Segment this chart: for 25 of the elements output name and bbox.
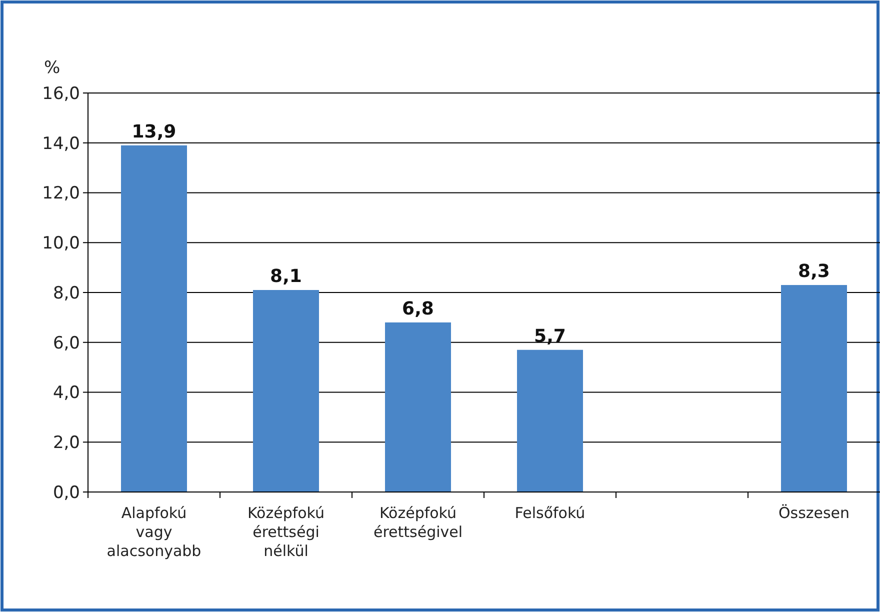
data-label: 5,7 [534, 326, 566, 347]
bar [385, 322, 451, 492]
y-tick-label: 2,0 [52, 433, 80, 454]
y-tick-label: 12,0 [42, 184, 80, 204]
x-tick-label: Összesen [778, 504, 850, 522]
y-tick-label: 4,0 [52, 383, 80, 404]
y-tick-label: 6,0 [52, 333, 80, 354]
bar [121, 145, 187, 492]
y-tick-label: 10,0 [42, 234, 80, 254]
x-tick-label: Középfokú érettségivel [373, 504, 463, 541]
x-tick-label: Alapfokú vagy alacsonyabb [106, 504, 202, 560]
y-tick-label: 8,0 [52, 283, 80, 304]
bar [781, 285, 847, 492]
y-tick-label: 16,0 [42, 84, 80, 104]
data-label: 8,1 [270, 266, 302, 288]
y-tick-label: 14,0 [42, 134, 80, 154]
y-axis-title: % [44, 58, 60, 78]
y-tick-label: 0,0 [52, 482, 80, 503]
x-tick-label: Középfokú érettségi nélkül [247, 504, 325, 560]
data-label: 6,8 [402, 298, 434, 320]
data-label: 8,3 [798, 261, 830, 282]
bar [517, 350, 583, 492]
data-label: 13,9 [132, 121, 176, 142]
x-tick-label: Felsőfokú [514, 504, 586, 522]
bar [253, 290, 319, 492]
